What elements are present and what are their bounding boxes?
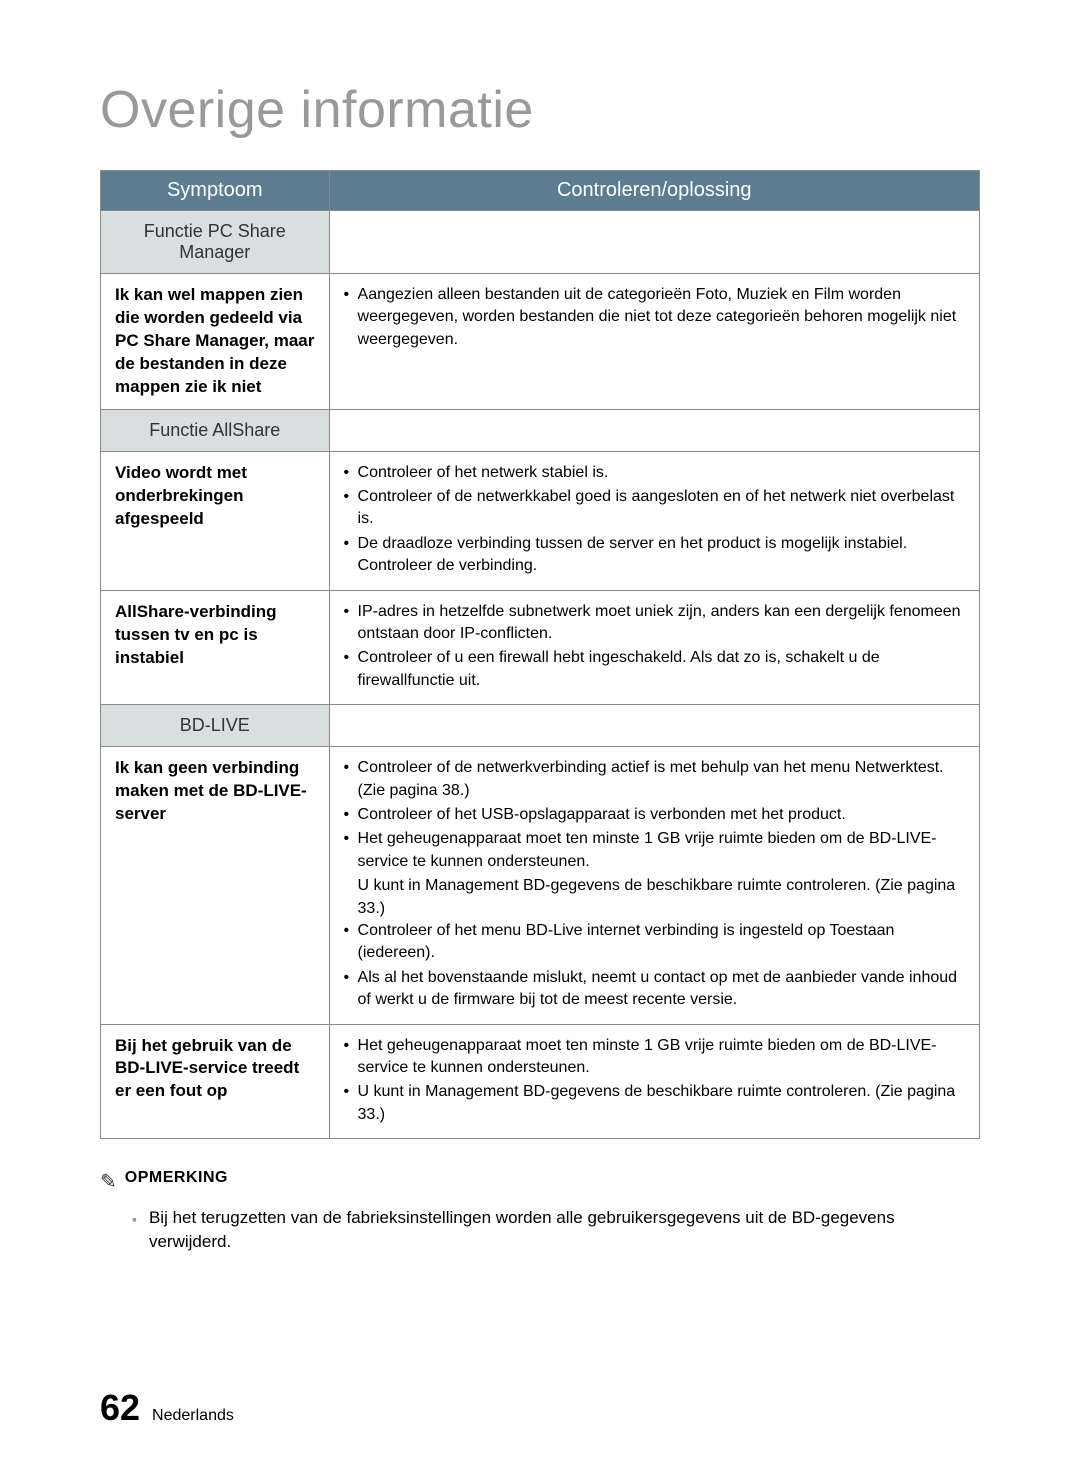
solution-item: IP-adres in hetzelfde subnetwerk moet un…: [344, 601, 965, 646]
note-section: ✎ OPMERKING: [100, 1169, 980, 1194]
page-title: Overige informatie: [100, 80, 980, 140]
header-symptom: Symptoom: [101, 171, 330, 211]
solution-list: IP-adres in hetzelfde subnetwerk moet un…: [344, 601, 965, 693]
solution-cell: Aangezien alleen bestanden uit de catego…: [329, 274, 979, 410]
section-header-empty: [329, 211, 979, 274]
solution-cell: Controleer of de netwerkverbinding actie…: [329, 747, 979, 1024]
table-row: Video wordt met onderbrekingen afgespeel…: [101, 451, 980, 590]
solution-item: Controleer of het USB-opslagapparaat is …: [344, 804, 965, 826]
solution-cell: IP-adres in hetzelfde subnetwerk moet un…: [329, 590, 979, 705]
section-header-row: BD-LIVE: [101, 705, 980, 747]
solution-item: Controleer of het netwerk stabiel is.: [344, 462, 965, 484]
section-header: BD-LIVE: [101, 705, 330, 747]
symptom-cell: AllShare-verbinding tussen tv en pc is i…: [101, 590, 330, 705]
solution-list: Het geheugenapparaat moet ten minste 1 G…: [344, 1035, 965, 1127]
page-footer: 62 Nederlands: [100, 1387, 234, 1429]
page-language: Nederlands: [152, 1407, 234, 1425]
note-content: Bij het terugzetten van de fabrieksinste…: [149, 1206, 980, 1254]
solution-item: Het geheugenapparaat moet ten minste 1 G…: [344, 828, 965, 873]
solution-item: Controleer of de netwerkkabel goed is aa…: [344, 486, 965, 531]
solution-list: Controleer of het netwerk stabiel is.Con…: [344, 462, 965, 578]
section-header-empty: [329, 705, 979, 747]
section-header-row: Functie AllShare: [101, 409, 980, 451]
solution-indent: U kunt in Management BD-gegevens de besc…: [344, 875, 965, 920]
symptom-cell: Video wordt met onderbrekingen afgespeel…: [101, 451, 330, 590]
solution-item: Aangezien alleen bestanden uit de catego…: [344, 284, 965, 351]
table-row: Ik kan wel mappen zien die worden gedeel…: [101, 274, 980, 410]
note-text: ▪ Bij het terugzetten van de fabrieksins…: [100, 1206, 980, 1254]
section-header: Functie AllShare: [101, 409, 330, 451]
solution-list: Aangezien alleen bestanden uit de catego…: [344, 284, 965, 351]
table-row: Ik kan geen verbinding maken met de BD-L…: [101, 747, 980, 1024]
solution-item: Controleer of het menu BD-Live internet …: [344, 920, 965, 965]
solution-item: Controleer of u een firewall hebt ingesc…: [344, 647, 965, 692]
header-solution: Controleren/oplossing: [329, 171, 979, 211]
note-label: OPMERKING: [125, 1169, 228, 1187]
note-bullet-icon: ▪: [132, 1210, 137, 1230]
solution-cell: Het geheugenapparaat moet ten minste 1 G…: [329, 1024, 979, 1139]
solution-list: Controleer of de netwerkverbinding actie…: [344, 757, 965, 1011]
solution-item: Controleer of de netwerkverbinding actie…: [344, 757, 965, 802]
note-icon: ✎: [100, 1169, 117, 1194]
table-row: Bij het gebruik van de BD-LIVE-service t…: [101, 1024, 980, 1139]
symptom-cell: Ik kan geen verbinding maken met de BD-L…: [101, 747, 330, 1024]
symptom-cell: Ik kan wel mappen zien die worden gedeel…: [101, 274, 330, 410]
symptom-cell: Bij het gebruik van de BD-LIVE-service t…: [101, 1024, 330, 1139]
solution-cell: Controleer of het netwerk stabiel is.Con…: [329, 451, 979, 590]
table-header-row: Symptoom Controleren/oplossing: [101, 171, 980, 211]
troubleshoot-table: Symptoom Controleren/oplossing Functie P…: [100, 170, 980, 1139]
section-header-row: Functie PC Share Manager: [101, 211, 980, 274]
page-number: 62: [100, 1387, 140, 1429]
section-header: Functie PC Share Manager: [101, 211, 330, 274]
solution-item: Als al het bovenstaande mislukt, neemt u…: [344, 967, 965, 1012]
section-header-empty: [329, 409, 979, 451]
solution-item: De draadloze verbinding tussen de server…: [344, 533, 965, 578]
table-row: AllShare-verbinding tussen tv en pc is i…: [101, 590, 980, 705]
solution-item: U kunt in Management BD-gegevens de besc…: [344, 1081, 965, 1126]
solution-item: Het geheugenapparaat moet ten minste 1 G…: [344, 1035, 965, 1080]
